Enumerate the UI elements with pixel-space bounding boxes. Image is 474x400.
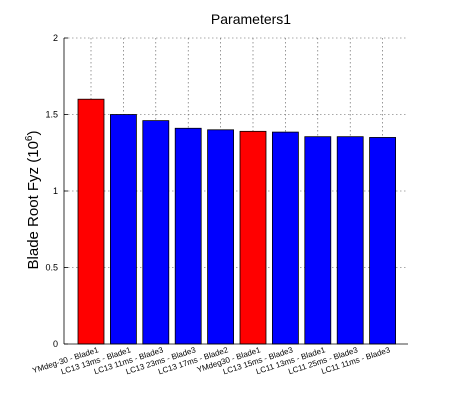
y-tick-label: 1 <box>53 186 58 196</box>
bars <box>77 98 397 345</box>
y-axis-label: Blade Root Fyz (106) <box>24 131 42 270</box>
bar <box>304 136 332 345</box>
y-axis-label-exponent: 6 <box>24 135 35 141</box>
bar <box>271 131 299 345</box>
bar <box>77 98 105 345</box>
y-tick-label: 0 <box>53 339 58 349</box>
bar <box>369 137 397 345</box>
bar <box>207 129 235 345</box>
y-tick-label: 0.5 <box>45 263 58 273</box>
y-axis-label-close: ) <box>25 131 42 136</box>
axes <box>63 37 408 345</box>
bar <box>110 114 137 345</box>
y-tick-label: 1.5 <box>45 110 58 120</box>
y-axis-label-main: Blade Root Fyz (10 <box>25 141 42 269</box>
chart-title: Parameters1 <box>211 11 291 27</box>
y-tick-labels: 0 0.5 1 1.5 2 <box>45 33 58 349</box>
y-tick-label: 2 <box>53 33 58 43</box>
bar <box>142 120 170 345</box>
bar <box>174 127 202 345</box>
bar <box>336 136 364 345</box>
bar <box>239 130 267 345</box>
